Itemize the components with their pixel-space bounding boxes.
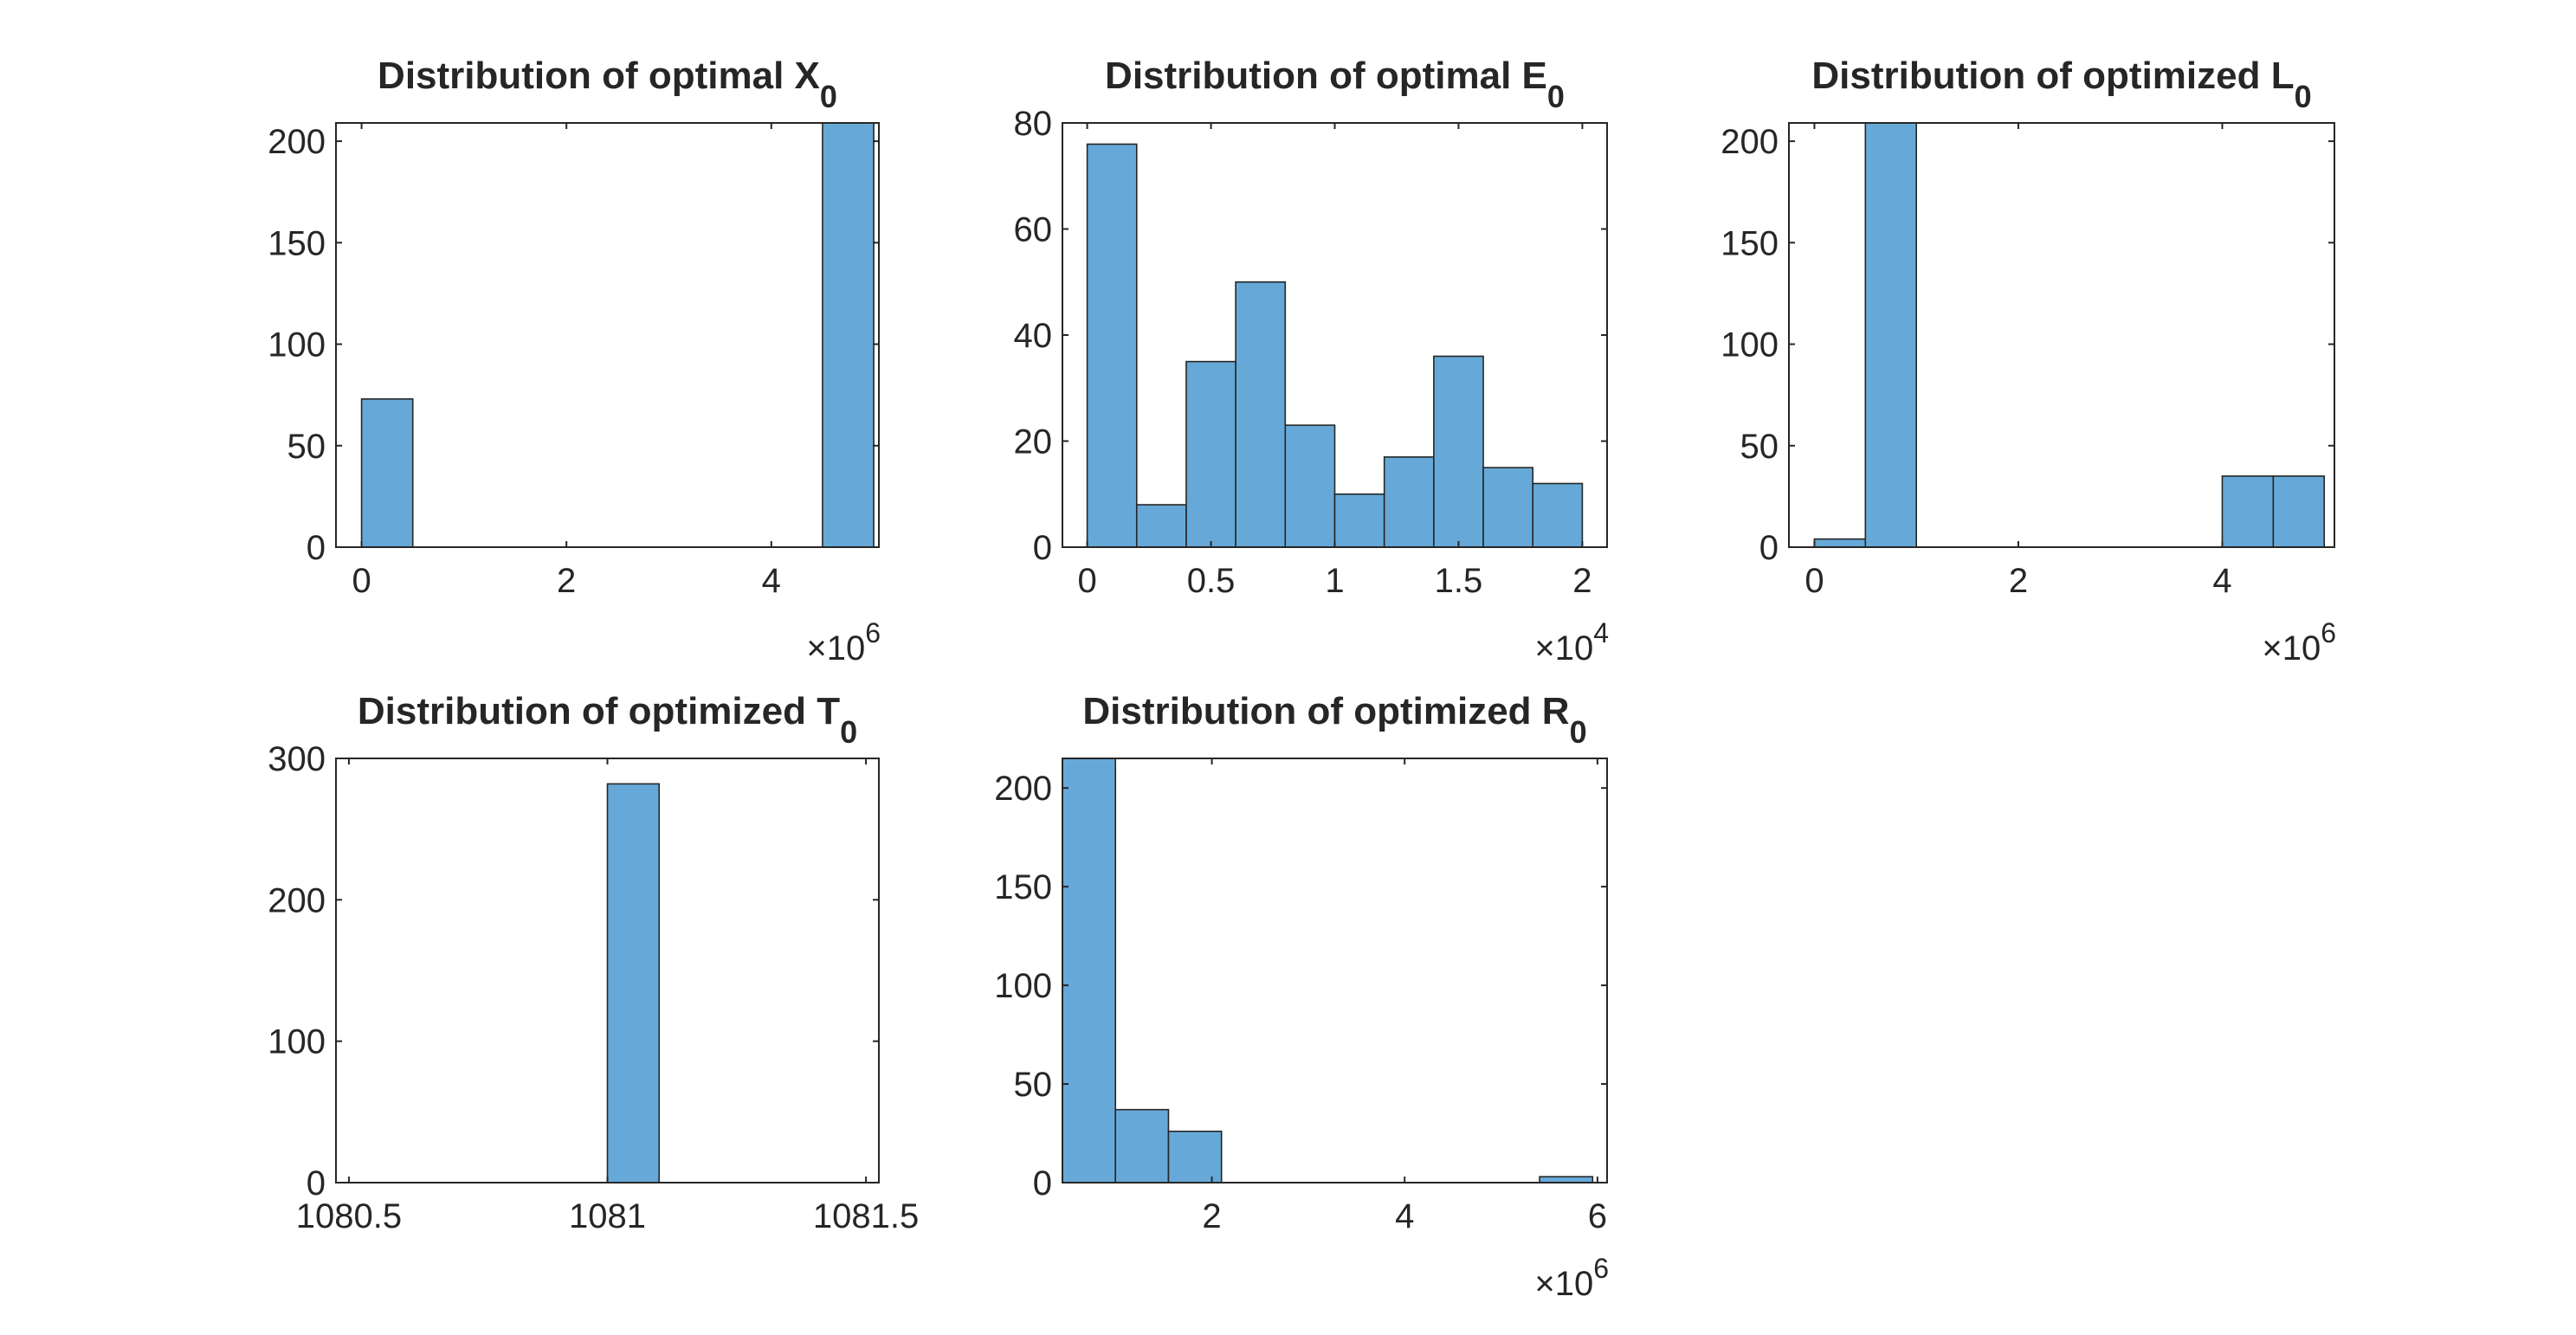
x-tick-label: 4 bbox=[762, 562, 781, 600]
y-tick-label: 150 bbox=[1721, 224, 1779, 262]
histogram-bar bbox=[1135, 504, 1187, 548]
histogram-bar bbox=[1813, 538, 1867, 548]
y-tick-label: 80 bbox=[1014, 105, 1053, 143]
chart-title-main: Distribution of optimal X bbox=[378, 55, 820, 97]
histogram-bar bbox=[2272, 475, 2326, 548]
chart-title: Distribution of optimized T0 bbox=[358, 690, 857, 750]
x-exponent-power: 6 bbox=[2321, 617, 2336, 648]
y-tick-label: 150 bbox=[268, 224, 326, 262]
axes-frame bbox=[1788, 122, 2335, 548]
histogram-bar bbox=[1284, 424, 1336, 548]
y-tick-label: 0 bbox=[1033, 1164, 1052, 1203]
histogram-bar bbox=[1062, 758, 1117, 1183]
x-exponent-base: ×10 bbox=[806, 629, 865, 668]
histogram-bar bbox=[1532, 482, 1584, 548]
x-tick-label: 2 bbox=[2009, 562, 2028, 600]
y-tick-label: 60 bbox=[1014, 211, 1053, 249]
y-tick-label: 0 bbox=[1033, 529, 1052, 567]
axes-frame bbox=[335, 122, 880, 548]
y-tick-label: 100 bbox=[994, 967, 1052, 1005]
x-exponent-power: 6 bbox=[865, 617, 881, 648]
chart-title: Distribution of optimized L0 bbox=[1811, 55, 2311, 114]
y-tick-label: 100 bbox=[268, 326, 326, 364]
histogram-bar bbox=[1482, 467, 1534, 548]
histogram-bar bbox=[1114, 1108, 1170, 1183]
y-tick-label: 0 bbox=[307, 1164, 326, 1203]
chart-title-subscript: 0 bbox=[820, 79, 837, 114]
x-exponent-power: 6 bbox=[1593, 1253, 1609, 1284]
chart-panel-1: 0 2 4 0 50 100 150 200 ×106 Distribution of optim… bbox=[268, 55, 881, 668]
x-exponent-base: ×10 bbox=[2262, 629, 2321, 668]
chart-title-main: Distribution of optimized L bbox=[1811, 55, 2294, 97]
histogram-bar bbox=[1235, 281, 1287, 548]
y-tick-label: 100 bbox=[268, 1023, 326, 1061]
y-tick-label: 200 bbox=[268, 123, 326, 161]
y-tick-label: 150 bbox=[994, 868, 1052, 906]
x-exponent-label: ×106 bbox=[2262, 617, 2336, 668]
x-tick-label: 0.5 bbox=[1187, 562, 1236, 600]
x-exponent-power: 4 bbox=[1593, 617, 1609, 648]
x-tick-label: 2 bbox=[1572, 562, 1591, 600]
histogram-bar bbox=[822, 122, 875, 548]
y-tick-label: 200 bbox=[1721, 123, 1779, 161]
y-tick-label: 40 bbox=[1014, 317, 1053, 355]
chart-title-main: Distribution of optimal E bbox=[1105, 55, 1547, 97]
x-tick-label: 0 bbox=[1077, 562, 1096, 600]
x-tick-label: 4 bbox=[1395, 1197, 1414, 1235]
x-exponent-base: ×10 bbox=[1534, 629, 1593, 668]
chart-title-subscript: 0 bbox=[2295, 79, 2312, 114]
y-tick-label: 50 bbox=[1740, 428, 1779, 466]
x-tick-label: 1081.5 bbox=[813, 1197, 919, 1235]
chart-title-subscript: 0 bbox=[1570, 714, 1587, 750]
axes-frame bbox=[1062, 758, 1608, 1183]
histogram-bar bbox=[1433, 355, 1484, 548]
histogram-bar bbox=[1383, 456, 1435, 548]
x-tick-label: 0 bbox=[1804, 562, 1824, 600]
chart-panel-4: 1080.5 1081 1081.5 0 100 200 300 Distribution o… bbox=[268, 690, 919, 1235]
y-tick-label: 20 bbox=[1014, 423, 1053, 461]
chart-title: Distribution of optimized R0 bbox=[1082, 690, 1586, 750]
x-exponent-base: ×10 bbox=[1534, 1265, 1593, 1303]
y-tick-label: 50 bbox=[1014, 1066, 1053, 1104]
x-tick-label: 6 bbox=[1588, 1197, 1607, 1235]
y-tick-label: 100 bbox=[1721, 326, 1779, 364]
histogram-bar bbox=[1539, 1176, 1594, 1183]
x-exponent-label: ×106 bbox=[806, 617, 881, 668]
x-tick-label: 1080.5 bbox=[296, 1197, 402, 1235]
histogram-bar bbox=[1167, 1130, 1223, 1183]
x-tick-label: 1.5 bbox=[1435, 562, 1483, 600]
histogram-bar bbox=[1185, 360, 1236, 548]
histogram-bar bbox=[1086, 143, 1138, 548]
y-tick-label: 200 bbox=[994, 770, 1052, 808]
chart-title: Distribution of optimal E0 bbox=[1105, 55, 1565, 114]
x-tick-label: 1081 bbox=[569, 1197, 646, 1235]
y-tick-label: 0 bbox=[1759, 529, 1779, 567]
x-tick-label: 2 bbox=[557, 562, 576, 600]
chart-title-subscript: 0 bbox=[840, 714, 857, 750]
histogram-bar bbox=[1864, 122, 1917, 548]
chart-title-main: Distribution of optimized R bbox=[1082, 690, 1569, 732]
chart-title-subscript: 0 bbox=[1547, 79, 1565, 114]
y-tick-label: 0 bbox=[307, 529, 326, 567]
histogram-bar bbox=[360, 398, 414, 548]
y-tick-label: 50 bbox=[287, 428, 326, 466]
x-tick-label: 0 bbox=[352, 562, 371, 600]
histogram-bar bbox=[2221, 475, 2275, 548]
x-tick-label: 1 bbox=[1325, 562, 1344, 600]
chart-panel-3: 0 2 4 0 50 100 150 200 ×106 Distribution of optim… bbox=[1721, 55, 2336, 668]
x-tick-label: 2 bbox=[1202, 1197, 1221, 1235]
chart-title-main: Distribution of optimized T bbox=[358, 690, 840, 732]
x-exponent-label: ×104 bbox=[1534, 617, 1609, 668]
histogram-bar bbox=[1333, 493, 1385, 548]
x-exponent-label: ×106 bbox=[1534, 1253, 1609, 1303]
chart-title: Distribution of optimal X0 bbox=[378, 55, 837, 114]
y-tick-label: 300 bbox=[268, 740, 326, 778]
histogram-bar bbox=[606, 783, 661, 1183]
y-tick-label: 200 bbox=[268, 881, 326, 919]
x-tick-label: 4 bbox=[2212, 562, 2231, 600]
